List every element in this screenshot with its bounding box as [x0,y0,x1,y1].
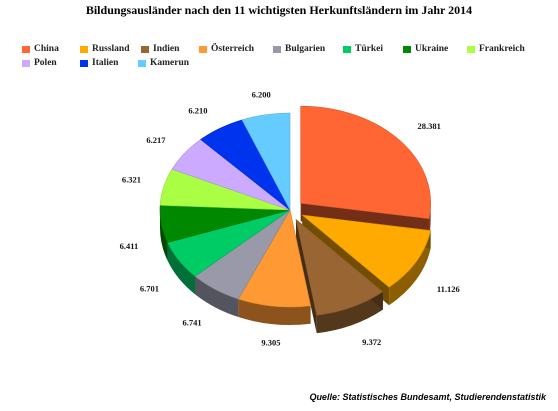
source-note: Quelle: Statistisches Bundesamt, Studier… [309,392,546,402]
legend-label: Ukraine [415,44,449,54]
legend-item-oesterreich: Österreich [199,44,273,54]
slice-kamerun [241,112,291,211]
legend-label: Russland [92,44,130,54]
legend-swatch [273,45,281,53]
legend-swatch [403,45,411,53]
legend-label: Österreich [211,44,255,54]
value-label-italien: 6.210 [188,105,207,115]
value-label-frankreich: 6.321 [122,175,141,185]
value-label-indien: 9.372 [362,337,381,347]
value-label-bulgarien: 6.741 [183,318,202,328]
slice-side-bulgarien [194,276,239,318]
slice-side-ukraine [160,210,168,261]
chart-title: Bildungsausländer nach den 11 wichtigste… [85,3,473,17]
value-label-russland: 11.126 [437,284,460,294]
slice-russland [301,214,431,288]
legend-swatch [22,45,30,53]
legend-label: China [34,44,59,54]
legend-item-kamerun: Kamerun [138,58,204,68]
legend-item-tuerkei: Türkei [343,44,403,54]
legend-item-frankreich: Frankreich [467,44,537,54]
slice-indien [295,218,384,316]
legend-label: Italien [92,58,119,68]
legend-item-russland: Russland [80,44,141,54]
legend-swatch [343,45,351,53]
legend-item-ukraine: Ukraine [403,44,467,54]
legend-label: Türkei [355,44,383,54]
value-label-tuerkei: 6.701 [140,284,159,294]
value-label-ukraine: 6.411 [120,241,139,251]
legend-item-polen: Polen [22,58,80,68]
legend-label: Frankreich [479,44,525,54]
legend-label: Bulgarien [285,44,326,54]
value-label-oesterreich: 9.305 [261,338,280,348]
slice-china [300,105,431,220]
legend-swatch [141,45,149,53]
legend-item-indien: Indien [141,44,199,54]
legend-swatch [80,45,88,53]
legend-label: Kamerun [150,58,190,68]
legend-item-italien: Italien [80,58,138,68]
legend-item-bulgarien: Bulgarien [273,44,343,54]
slice-side-oesterreich [238,299,311,325]
value-label-polen: 6.217 [146,135,166,145]
legend-label: Polen [34,58,57,68]
value-label-kamerun: 6.200 [252,90,271,100]
value-label-china: 28.381 [417,121,440,131]
legend-item-china: China [22,44,80,54]
slice-side-tuerkei [167,242,195,295]
legend-swatch [80,59,88,67]
chart-legend: China Russland Indien Österreich Bulgarien Tü… [22,44,552,68]
legend-swatch [22,59,30,67]
legend-swatch [199,45,207,53]
legend-swatch [138,59,146,67]
legend-label: Indien [153,44,180,54]
legend-swatch [467,45,475,53]
